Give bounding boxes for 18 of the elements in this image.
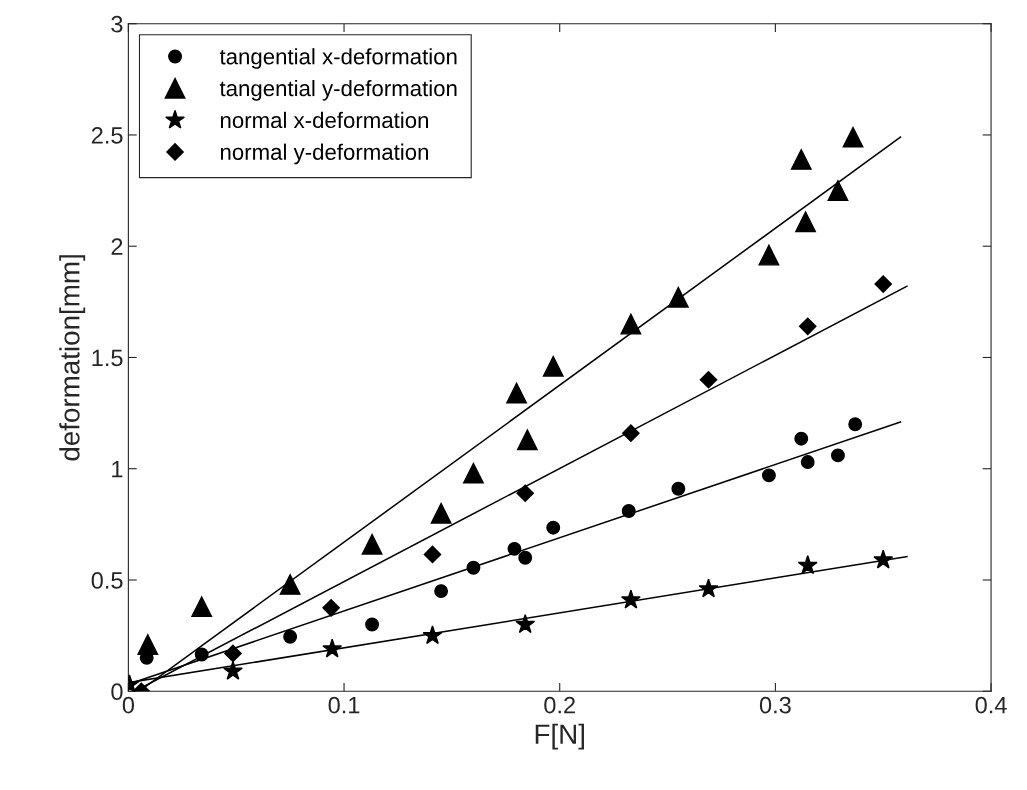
y-tick-label: 3 (111, 15, 123, 33)
x-tick-label: 0 (122, 696, 135, 714)
y-tick-label: 2 (111, 238, 123, 255)
x-tick-label: 0.3 (759, 696, 791, 714)
legend-label: tangential y-deformation (219, 79, 457, 101)
legend-label: normal x-deformation (220, 111, 428, 129)
y-tick-label: 1 (112, 461, 123, 478)
x-tick-label: 0.1 (328, 696, 360, 714)
legend-label: normal y-deformation (220, 143, 428, 165)
x-axis-title: F[N] (535, 723, 584, 750)
x-tick-label: 0.2 (544, 696, 575, 714)
y-axis-title: deformation[mm] (59, 255, 86, 461)
y-tick-label: 1.5 (92, 349, 123, 367)
y-tick-label: 2.5 (91, 127, 123, 144)
y-tick-label: 0 (111, 683, 123, 701)
legend-label: tangential x-deformation (219, 48, 457, 69)
x-tick-label: 0.4 (975, 696, 1007, 714)
y-tick-label: 0.5 (91, 572, 123, 589)
